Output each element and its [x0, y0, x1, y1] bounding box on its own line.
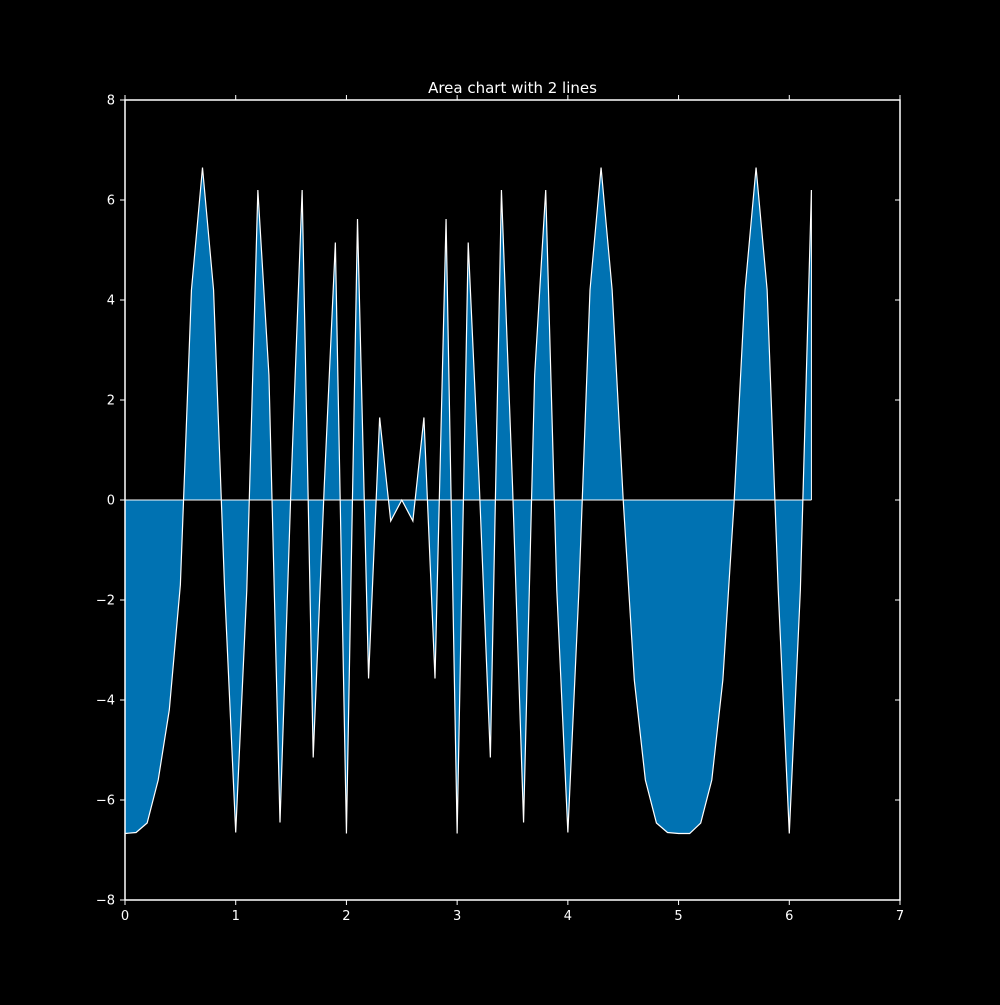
y-tick-label: 0 [107, 494, 115, 509]
plot-area [124, 167, 813, 835]
x-tick-label: 4 [564, 909, 572, 924]
area-fill [125, 167, 812, 834]
x-tick-label: 7 [896, 909, 904, 924]
x-tick-label: 6 [785, 909, 793, 924]
chart-title: Area chart with 2 lines [428, 79, 597, 97]
x-tick-label: 2 [342, 909, 350, 924]
y-tick-label: 2 [107, 394, 115, 409]
axes: 0 1 2 3 4 5 6 7 −8 −6 −4 −2 0 2 4 6 8 [96, 94, 904, 925]
y-tick-label: −2 [96, 594, 115, 609]
y-tick-label: −6 [96, 794, 115, 809]
y-tick-label: −4 [96, 694, 115, 709]
y-tick-label: 6 [107, 194, 115, 209]
series-line-1 [124, 167, 813, 835]
y-tick-label: −8 [96, 894, 115, 909]
x-tick-label: 5 [674, 909, 682, 924]
x-tick-label: 3 [453, 909, 461, 924]
x-tick-label: 1 [232, 909, 240, 924]
y-tick-label: 8 [107, 94, 115, 109]
x-tick-label: 0 [121, 909, 129, 924]
y-tick-label: 4 [107, 294, 115, 309]
